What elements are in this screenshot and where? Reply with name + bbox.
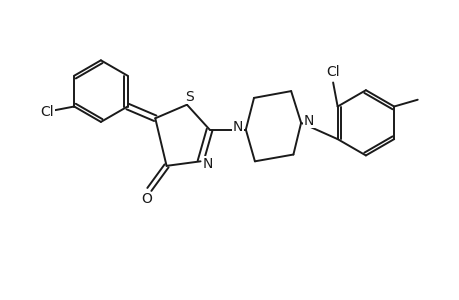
Text: S: S — [185, 89, 193, 103]
Text: N: N — [303, 114, 314, 128]
Text: Cl: Cl — [40, 105, 54, 119]
Text: N: N — [232, 120, 242, 134]
Text: N: N — [202, 157, 213, 171]
Text: Cl: Cl — [325, 65, 339, 79]
Text: O: O — [141, 192, 152, 206]
